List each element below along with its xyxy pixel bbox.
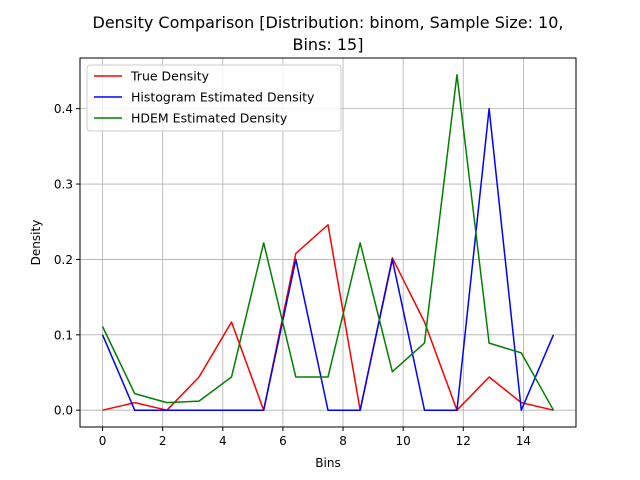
x-axis-label: Bins: [315, 456, 340, 470]
legend-entry-label: HDEM Estimated Density: [131, 111, 288, 126]
y-tick-label: 0.1: [54, 328, 73, 342]
legend: True Density Histogram Estimated Density H…: [86, 64, 342, 132]
x-tick-label: 6: [279, 434, 287, 448]
legend-entry-label: True Density: [130, 69, 210, 84]
axis-ticks: 0 2 4 6 8 10 12 14 0.0 0.1 0.2 0.3 0.4: [54, 102, 531, 448]
series-line-hdem-estimated-density: [101, 73, 555, 411]
series-line-true-density: [102, 224, 554, 411]
y-tick-label: 0.3: [54, 178, 73, 192]
series-line-histogram-estimated-density: [101, 107, 555, 411]
chart-title-line-2: Bins: 15]: [293, 35, 364, 54]
chart-title-line-1: Density Comparison [Distribution: binom,…: [93, 13, 564, 32]
x-tick-label: 10: [396, 434, 411, 448]
y-tick-label: 0.2: [54, 253, 73, 267]
x-tick-label: 14: [516, 434, 531, 448]
y-axis-label: Density: [29, 220, 43, 266]
x-tick-label: 4: [219, 434, 227, 448]
legend-box: [86, 64, 342, 132]
series-lines: [101, 73, 555, 411]
x-tick-label: 0: [99, 434, 107, 448]
x-tick-label: 8: [339, 434, 347, 448]
x-tick-label: 2: [159, 434, 167, 448]
y-tick-label: 0.0: [54, 404, 73, 418]
x-tick-label: 12: [456, 434, 471, 448]
y-tick-label: 0.4: [54, 102, 73, 116]
legend-entry-label: Histogram Estimated Density: [131, 90, 315, 105]
plot-area-frame: [79, 57, 577, 428]
